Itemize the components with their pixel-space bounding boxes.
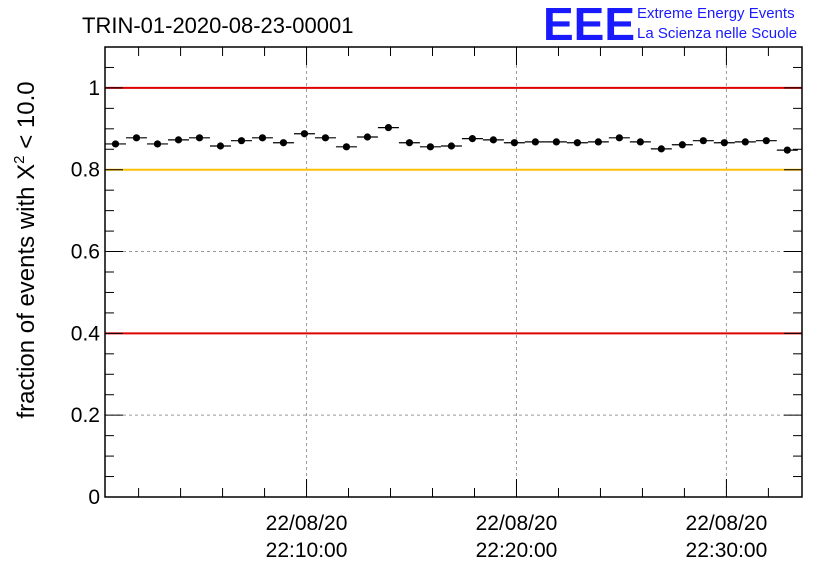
x-tick-label-date: 22/08/20	[476, 512, 558, 535]
data-point-marker	[216, 142, 225, 150]
data-point-marker	[783, 146, 791, 154]
data-point-marker	[132, 134, 141, 142]
y-axis-label-sup: 2	[11, 155, 28, 163]
data-point	[146, 140, 168, 148]
data-point-marker	[762, 137, 770, 145]
data-point-marker	[510, 139, 518, 147]
data-point	[650, 145, 672, 153]
y-tick-label: 0.4	[71, 322, 101, 345]
data-point	[776, 146, 798, 154]
data-point-marker	[447, 142, 456, 150]
data-point-marker	[468, 135, 476, 143]
data-point	[209, 142, 231, 150]
x-tick-label-time: 22:30:00	[686, 539, 768, 562]
data-point-marker	[363, 133, 372, 141]
data-point-marker	[426, 143, 435, 151]
data-point-marker	[615, 134, 623, 142]
y-tick-label: 0	[88, 486, 100, 509]
data-point-marker	[405, 139, 414, 147]
data-point	[566, 139, 588, 147]
data-point-marker	[174, 136, 183, 144]
x-tick-label-date: 22/08/20	[686, 512, 768, 535]
data-point	[545, 138, 567, 146]
data-point-marker	[489, 136, 497, 144]
grid	[105, 47, 802, 497]
data-point-marker	[279, 139, 288, 147]
data-point	[314, 134, 336, 142]
data-point-marker	[741, 138, 749, 146]
y-axis-label-symbol: X	[13, 164, 40, 180]
data-point	[251, 134, 273, 142]
data-point-marker	[258, 134, 267, 142]
data-point	[335, 143, 357, 151]
data-point	[293, 130, 315, 138]
x-tick-label-time: 22:20:00	[476, 539, 558, 562]
data-point	[629, 138, 651, 146]
data-point-marker	[342, 143, 351, 151]
chart-title: TRIN-01-2020-08-23-00001	[82, 13, 354, 38]
data-point	[230, 137, 252, 145]
y-tick-label: 0.8	[71, 159, 100, 182]
data-point-marker	[720, 139, 728, 147]
data-point	[356, 133, 378, 141]
data-point	[692, 137, 714, 145]
data-point-marker	[384, 123, 393, 132]
data-point-marker	[594, 138, 602, 146]
data-point-marker	[699, 137, 707, 145]
y-axis-label: fraction of events with X2 < 10.0	[11, 81, 40, 418]
y-tick-label: 0.6	[71, 241, 100, 264]
data-point-marker	[153, 140, 162, 148]
y-axis-label-suffix: < 10.0	[13, 81, 40, 155]
data-point	[419, 143, 441, 151]
data-point-marker	[678, 141, 686, 149]
data-point	[713, 139, 735, 147]
data-point	[461, 135, 483, 143]
data-point	[587, 138, 609, 146]
y-tick-label: 1	[88, 77, 100, 100]
data-point-marker	[531, 138, 539, 146]
data-points	[105, 123, 798, 154]
logo-line-2: La Scienza nelle Scuole	[637, 25, 797, 42]
eee-logo: EEE Extreme Energy Events La Scienza nel…	[543, 0, 797, 50]
y-tick-label: 0.2	[71, 404, 100, 427]
data-point	[125, 134, 147, 142]
x-tick-labels: 22/08/20 22:10:00 22/08/20 22:20:00 22/08/20…	[266, 512, 768, 562]
data-point	[482, 136, 504, 144]
data-point	[167, 136, 189, 144]
data-point-marker	[195, 134, 204, 142]
data-point-marker	[657, 145, 665, 153]
data-point-marker	[636, 138, 644, 146]
data-point	[524, 138, 546, 146]
data-point	[188, 134, 210, 142]
data-point	[734, 138, 756, 146]
data-point	[105, 140, 126, 148]
data-point-marker	[573, 139, 581, 147]
data-point-marker	[552, 138, 560, 146]
data-point	[272, 139, 294, 147]
data-point	[608, 134, 630, 142]
x-tick-label-time: 22:10:00	[266, 539, 348, 562]
logo-line-1: Extreme Energy Events	[637, 5, 795, 22]
data-point	[377, 123, 399, 132]
data-point	[671, 141, 693, 149]
logo-mark: EEE	[543, 0, 635, 50]
data-point	[755, 137, 777, 145]
data-point	[503, 139, 525, 147]
reference-lines	[105, 86, 802, 335]
axis-ticks	[105, 46, 802, 498]
plot-frame	[104, 46, 803, 498]
y-axis-label-prefix: fraction of events with	[13, 180, 40, 419]
data-point-marker	[300, 130, 309, 138]
data-point	[398, 139, 420, 147]
data-point-marker	[237, 137, 246, 145]
x-tick-label-date: 22/08/20	[266, 512, 348, 535]
y-tick-labels: 0 0.2 0.4 0.6 0.8 1	[71, 77, 101, 509]
data-point	[440, 142, 462, 150]
data-point-marker	[321, 134, 330, 142]
data-point-marker	[111, 140, 120, 148]
